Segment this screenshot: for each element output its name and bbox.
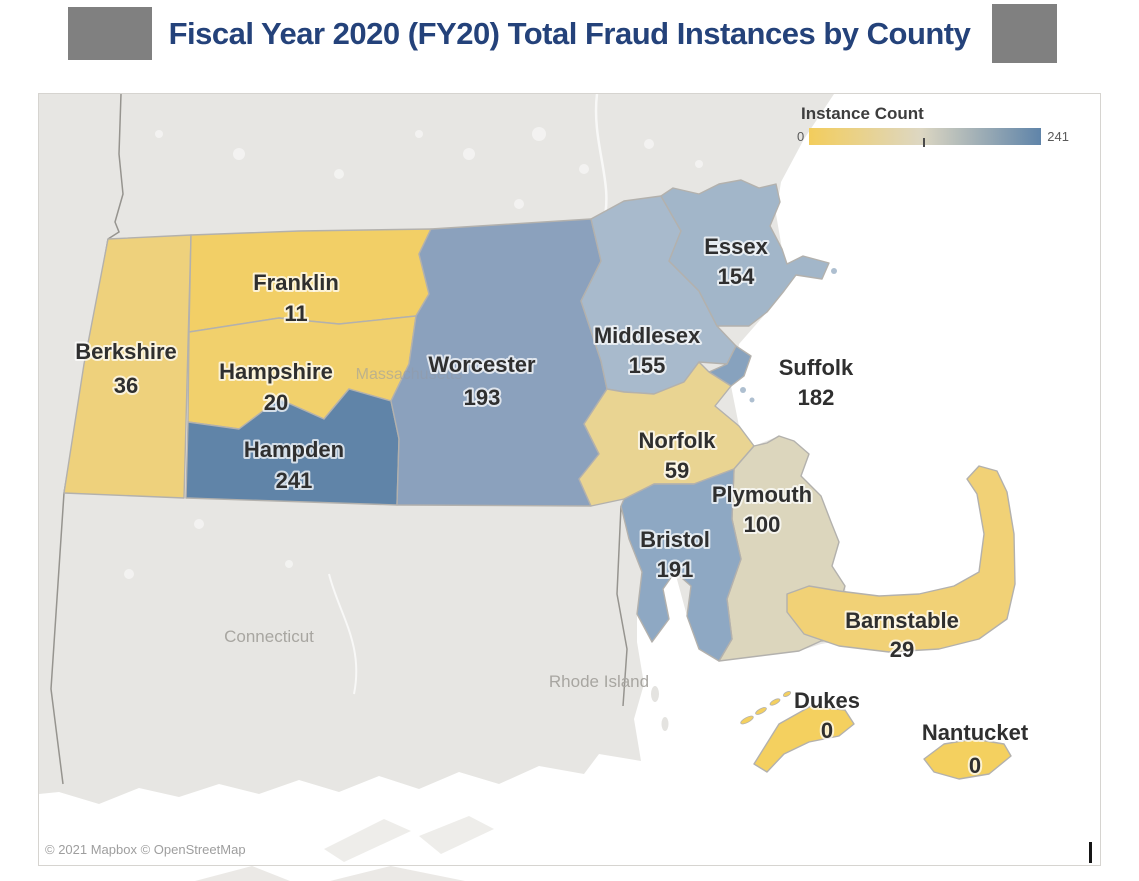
county-label-value: 191 — [657, 557, 694, 582]
county-label-name: Bristol — [640, 527, 710, 552]
legend-midpoint-tick — [922, 138, 925, 147]
legend-gradient-bar[interactable] — [809, 128, 1042, 147]
county-shape-essex[interactable] — [660, 179, 830, 327]
county-shape-barnstable[interactable] — [786, 465, 1016, 653]
county-label-name: Franklin — [253, 270, 339, 295]
county-label-value: 0 — [969, 753, 981, 778]
elizabeth-islands — [740, 691, 792, 725]
county-label-value: 154 — [718, 264, 755, 289]
county-label-value: 182 — [798, 385, 835, 410]
legend-title: Instance Count — [801, 104, 924, 123]
redacted-logo-right — [992, 4, 1057, 63]
county-label-value: 193 — [464, 385, 501, 410]
county-label-value: 29 — [890, 637, 914, 662]
page-edge-artifact — [330, 866, 465, 881]
county-shape-hampden[interactable] — [185, 388, 400, 506]
county-label-name: Worcester — [428, 352, 536, 377]
county-label-name: Hampden — [244, 437, 344, 462]
county-label-value: 241 — [276, 468, 313, 493]
county-label-value: 20 — [264, 390, 288, 415]
county-label-name: Plymouth — [712, 482, 812, 507]
county-label-name: Barnstable — [845, 608, 959, 633]
county-label-value: 155 — [629, 353, 666, 378]
county-label-value: 36 — [114, 373, 138, 398]
county-shape-bristol[interactable] — [620, 468, 742, 662]
county-labels: Berkshire 36 Franklin 11 Hampshire 20 Ha… — [73, 232, 1031, 780]
county-label-name: Suffolk — [779, 355, 854, 380]
page-edge-artifact — [195, 866, 290, 881]
county-label-value: 11 — [284, 301, 307, 326]
color-legend[interactable]: Instance Count 0 241 — [797, 104, 1097, 147]
county-label-value: 100 — [744, 512, 781, 537]
choropleth-map: Massachusetts Connecticut Rhode Island B… — [39, 94, 1031, 862]
basemap-label-massachusetts: Massachusetts — [356, 366, 463, 383]
bay-islands — [651, 686, 669, 731]
county-label-name: Norfolk — [639, 428, 717, 453]
map-panel[interactable]: Massachusetts Connecticut Rhode Island B… — [38, 93, 1101, 866]
county-label-name: Dukes — [794, 688, 860, 713]
county-label-value: 0 — [821, 718, 833, 743]
basemap-label-rhode-island: Rhode Island — [549, 672, 649, 691]
page-title: Fiscal Year 2020 (FY20) Total Fraud Inst… — [168, 16, 971, 51]
redacted-logo-left — [68, 7, 152, 60]
text-cursor — [1089, 842, 1092, 863]
basemap-label-connecticut: Connecticut — [224, 627, 314, 646]
county-shape-nantucket[interactable] — [923, 738, 1012, 780]
county-shape-dukes[interactable] — [753, 705, 855, 773]
county-label-name: Middlesex — [594, 323, 701, 348]
county-label-value: 59 — [665, 458, 689, 483]
map-attribution: © 2021 Mapbox © OpenStreetMap — [45, 842, 246, 857]
county-label-name: Nantucket — [922, 720, 1029, 745]
county-label-name: Berkshire — [75, 339, 177, 364]
long-island-fragments — [324, 816, 494, 862]
legend-min-value: 0 — [797, 129, 805, 144]
harbor-islands — [740, 268, 837, 403]
title-bar: Fiscal Year 2020 (FY20) Total Fraud Inst… — [0, 0, 1139, 93]
county-label-name: Essex — [704, 234, 768, 259]
county-label-name: Hampshire — [219, 359, 333, 384]
legend-max-value: 241 — [1047, 129, 1069, 144]
